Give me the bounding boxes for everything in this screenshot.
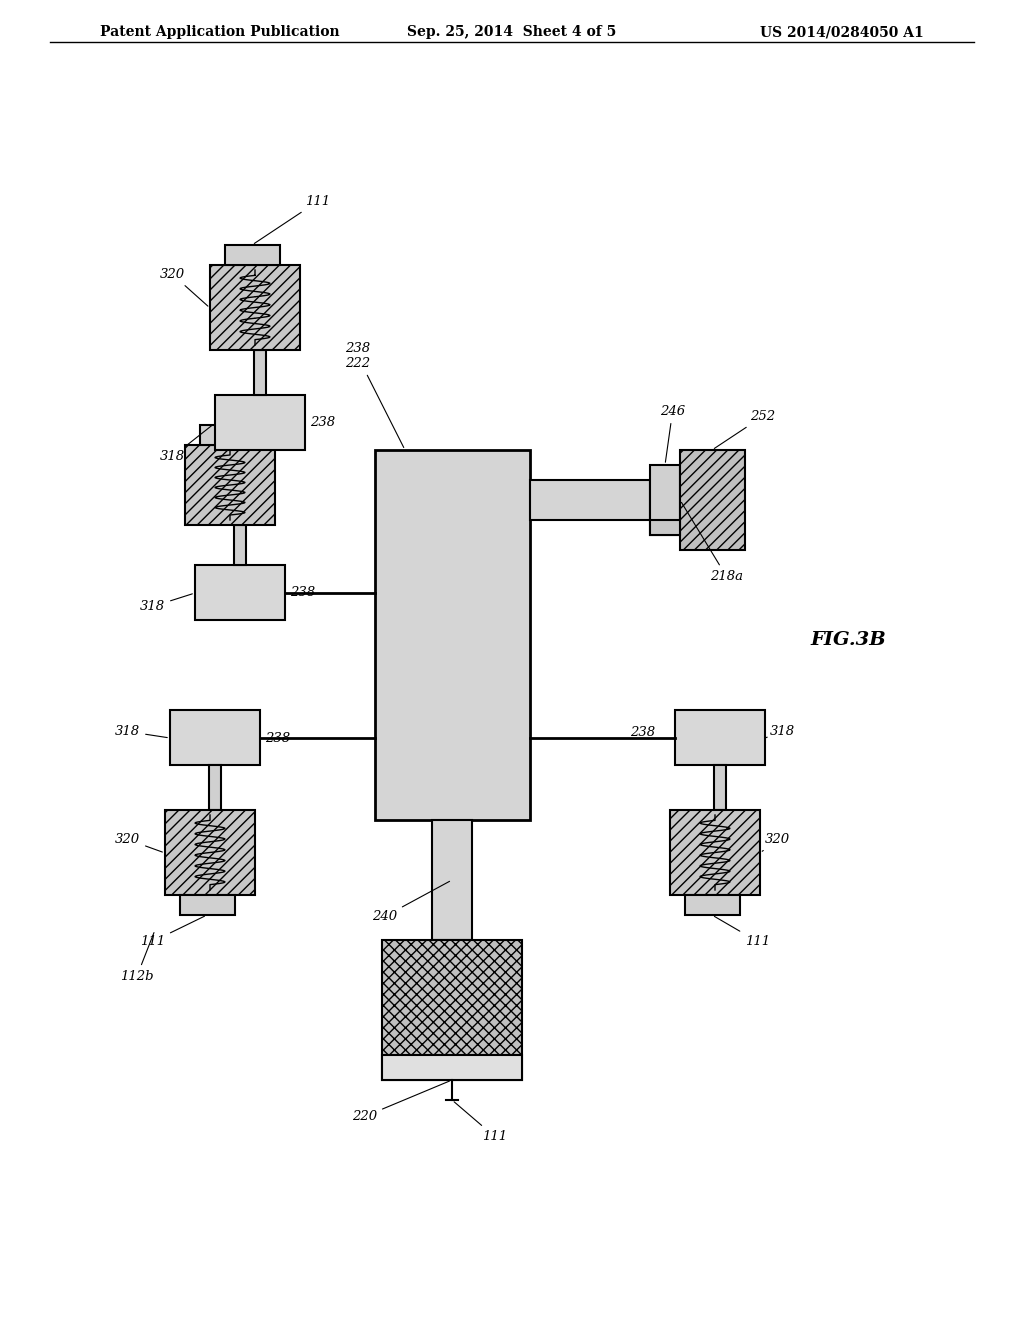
Bar	[382, 940, 522, 1080]
Bar	[375, 450, 530, 820]
Text: 320: 320	[160, 268, 208, 306]
Text: 238: 238	[265, 731, 290, 744]
Text: 238: 238	[310, 417, 335, 429]
Bar	[650, 465, 680, 535]
Text: 111: 111	[715, 916, 770, 948]
Text: 252: 252	[715, 411, 775, 449]
Text: 238: 238	[290, 586, 315, 599]
Bar	[195, 565, 285, 620]
Text: 238
222: 238 222	[345, 342, 403, 447]
Text: 111: 111	[254, 195, 330, 243]
Bar	[180, 895, 234, 915]
Bar	[185, 445, 275, 525]
Text: 320: 320	[762, 833, 791, 851]
Bar	[234, 525, 246, 565]
Bar	[225, 246, 280, 265]
Bar	[200, 425, 255, 445]
Text: 318: 318	[765, 725, 795, 738]
Bar	[254, 350, 266, 395]
Text: FIG.3B: FIG.3B	[810, 631, 886, 649]
Text: 320: 320	[115, 833, 163, 851]
Text: 112b: 112b	[120, 933, 154, 983]
Bar	[215, 395, 305, 450]
Bar	[432, 820, 472, 940]
Bar	[714, 766, 726, 810]
Text: Patent Application Publication: Patent Application Publication	[100, 25, 340, 40]
Text: 238: 238	[630, 726, 655, 739]
Text: 240: 240	[372, 882, 450, 923]
Bar	[670, 810, 760, 895]
Bar	[209, 766, 221, 810]
Bar	[685, 895, 740, 915]
Text: 318: 318	[160, 425, 213, 463]
Bar	[382, 1055, 522, 1080]
Text: Sep. 25, 2014  Sheet 4 of 5: Sep. 25, 2014 Sheet 4 of 5	[408, 25, 616, 40]
Bar	[210, 265, 300, 350]
Bar	[170, 710, 260, 766]
Text: 220: 220	[352, 1081, 450, 1123]
Text: 218a: 218a	[681, 503, 743, 583]
Text: 318: 318	[115, 725, 167, 738]
Text: 246: 246	[660, 405, 685, 462]
Text: 111: 111	[140, 916, 205, 948]
Bar	[650, 520, 680, 535]
Bar	[165, 810, 255, 895]
Bar	[675, 710, 765, 766]
Bar	[680, 450, 745, 550]
Text: 111: 111	[454, 1102, 507, 1143]
Text: US 2014/0284050 A1: US 2014/0284050 A1	[760, 25, 924, 40]
Bar	[530, 480, 650, 520]
Text: 318: 318	[140, 594, 193, 612]
